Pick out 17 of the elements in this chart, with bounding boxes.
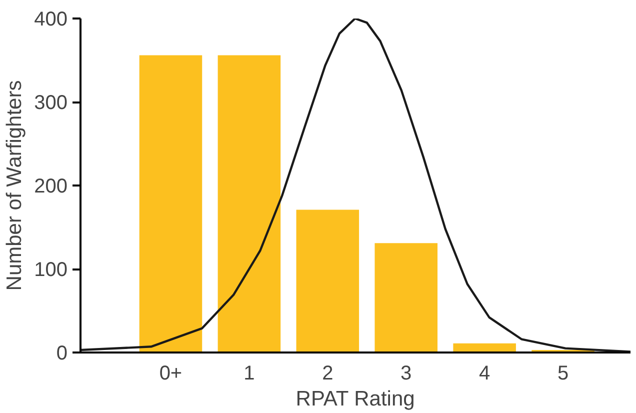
y-tick-label: 0 bbox=[56, 342, 68, 364]
x-tick-label: 5 bbox=[557, 362, 569, 384]
bar bbox=[139, 55, 202, 352]
bar bbox=[218, 55, 281, 352]
y-tick-label: 300 bbox=[34, 92, 68, 114]
x-axis-title: RPAT Rating bbox=[296, 388, 415, 410]
bar bbox=[374, 243, 438, 352]
x-tick-label: 0+ bbox=[159, 362, 182, 384]
y-tick-label: 100 bbox=[34, 259, 68, 281]
y-tick-label: 400 bbox=[34, 8, 68, 30]
x-tick-label: 3 bbox=[400, 362, 412, 384]
y-axis-title: Number of Warfighters bbox=[3, 80, 26, 291]
x-tick-label: 2 bbox=[322, 362, 334, 384]
x-tick-label: 1 bbox=[244, 362, 255, 384]
x-tick-label: 4 bbox=[479, 362, 490, 384]
y-tick-label: 200 bbox=[34, 176, 68, 198]
bar bbox=[296, 210, 360, 352]
